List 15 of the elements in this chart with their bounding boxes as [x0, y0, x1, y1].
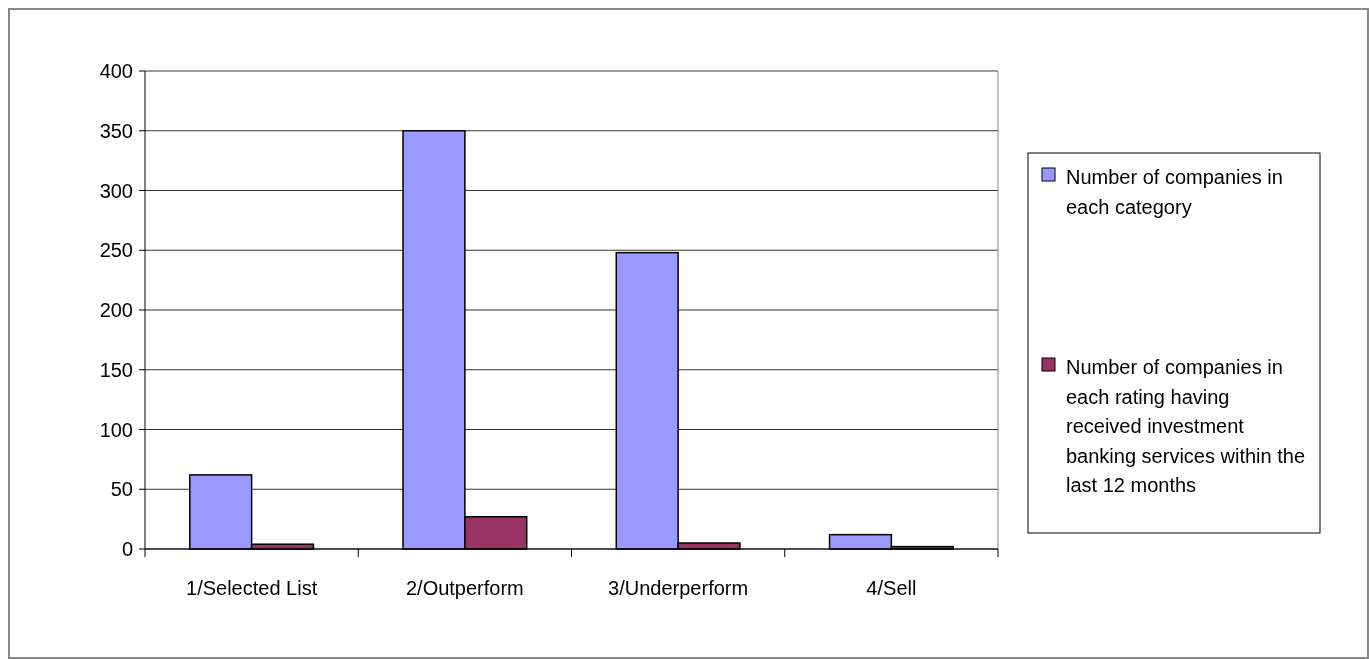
x-tick-label: 4/Sell — [866, 577, 917, 599]
y-tick-label: 400 — [99, 60, 133, 82]
y-tick-label: 200 — [99, 299, 133, 321]
y-tick-label: 50 — [110, 478, 133, 501]
legend-label: Number of companies in each category — [1066, 166, 1283, 218]
legend-label: Number of companies in each rating having received investment banking services within the last 12 months — [1066, 356, 1306, 496]
y-tick-label: 350 — [99, 119, 133, 142]
x-tick-label: 1/Selected List — [186, 577, 318, 599]
y-tick-label: 250 — [99, 239, 133, 262]
y-tick-label: 300 — [99, 179, 133, 202]
x-tick-label: 3/Underperform — [608, 577, 749, 599]
y-tick-label: 150 — [99, 358, 133, 381]
y-tick-label: 0 — [121, 538, 133, 560]
x-tick-label: 2/Outperform — [405, 577, 524, 599]
y-tick-label: 100 — [99, 418, 133, 441]
